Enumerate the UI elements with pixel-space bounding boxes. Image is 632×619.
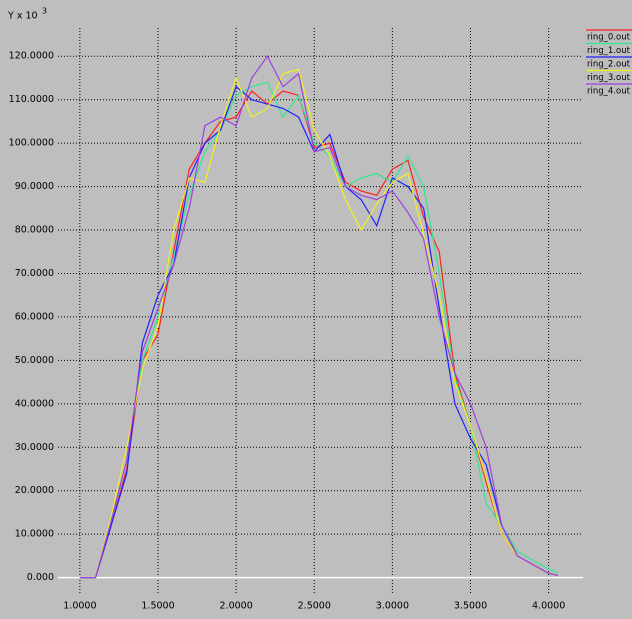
series-line <box>79 55 559 579</box>
legend-label: ring_0.out <box>587 33 631 43</box>
x-tick-label: 3.5000 <box>454 601 487 612</box>
y-tick-label: 20.0000 <box>15 485 54 496</box>
y-tick-label: 100.0000 <box>9 138 54 149</box>
y-tick-label: 40.0000 <box>15 398 54 409</box>
y-tick-label: 70.0000 <box>15 268 54 279</box>
series-line <box>79 90 559 579</box>
x-tick-label: 2.0000 <box>220 601 253 612</box>
y-tick-label: 110.0000 <box>9 94 54 105</box>
legend-label: ring_1.out <box>587 46 631 56</box>
y-tick-label: 0.000 <box>27 572 54 583</box>
x-tick-label: 1.5000 <box>141 601 174 612</box>
x-tick-label: 4.0000 <box>532 601 565 612</box>
x-tick-label: 2.5000 <box>298 601 331 612</box>
axis-exponent: 3 <box>42 7 47 16</box>
y-tick-label: 50.0000 <box>15 355 54 366</box>
x-tick-label: 3.0000 <box>376 601 409 612</box>
y-tick-label: 120.0000 <box>9 51 54 62</box>
legend-label: ring_3.out <box>587 73 631 83</box>
series-line <box>79 81 559 579</box>
series-line <box>79 68 559 579</box>
y-tick-label: 30.0000 <box>15 442 54 453</box>
legend-label: ring_4.out <box>587 87 631 97</box>
y-tick-label: 90.0000 <box>15 181 54 192</box>
x-tick-label: 1.0000 <box>63 601 96 612</box>
axis-label: Y x 10 <box>7 11 38 22</box>
legend-label: ring_2.out <box>587 60 631 70</box>
y-tick-label: 60.0000 <box>15 311 54 322</box>
y-tick-label: 80.0000 <box>15 225 54 236</box>
y-tick-label: 10.0000 <box>15 529 54 540</box>
